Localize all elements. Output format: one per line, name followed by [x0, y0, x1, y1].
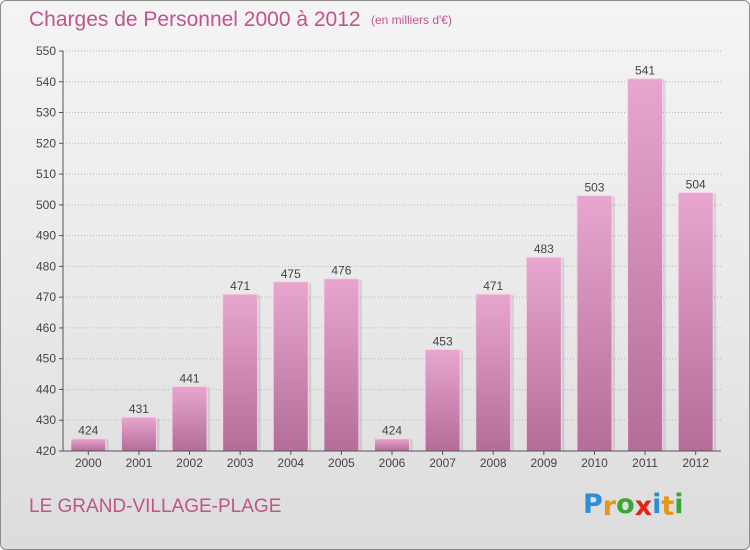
data-label: 476 — [331, 264, 351, 278]
logo-letter: r — [602, 491, 617, 522]
bar-2004 — [272, 281, 309, 452]
data-label: 431 — [129, 402, 149, 416]
y-tick-label: 540 — [36, 75, 56, 89]
y-tick-label: 480 — [36, 259, 56, 273]
x-tick-label: 2008 — [480, 456, 507, 470]
y-tick-label: 530 — [36, 106, 56, 120]
y-tick-label: 550 — [36, 44, 56, 58]
chart-subtitle: (en milliers d'€) — [371, 13, 452, 27]
data-label: 503 — [584, 181, 604, 195]
x-tick-label: 2002 — [176, 456, 203, 470]
data-label: 453 — [433, 334, 453, 348]
logo-letter: P — [583, 489, 603, 520]
bar-2000 — [70, 438, 107, 452]
bar-2002 — [171, 385, 208, 452]
x-tick-label: 2006 — [379, 456, 406, 470]
data-label: 424 — [382, 424, 402, 438]
bar-2005 — [323, 278, 360, 452]
x-tick-label: 2012 — [682, 456, 709, 470]
x-tick-label: 2003 — [227, 456, 254, 470]
x-tick-label: 2000 — [75, 456, 102, 470]
bar-2001 — [120, 416, 157, 452]
place-name: LE GRAND-VILLAGE-PLAGE — [29, 496, 282, 517]
chart-title: Charges de Personnel 2000 à 2012 — [29, 8, 361, 31]
x-tick-label: 2004 — [277, 456, 304, 470]
bar-2012 — [677, 192, 714, 452]
data-label: 475 — [281, 267, 301, 281]
proxiti-logo[interactable]: Proxiti — [583, 489, 684, 522]
data-label: 483 — [534, 242, 554, 256]
x-tick-label: 2009 — [530, 456, 557, 470]
y-tick-label: 510 — [36, 167, 56, 181]
y-tick-label: 430 — [36, 413, 56, 427]
bar-2006 — [374, 438, 410, 452]
bar-2007 — [424, 348, 461, 452]
y-tick-label: 440 — [36, 382, 56, 396]
bar-2010 — [576, 195, 613, 452]
bar-2009 — [525, 256, 562, 452]
data-label: 441 — [180, 371, 200, 385]
x-tick-label: 2001 — [126, 456, 153, 470]
y-tick-label: 470 — [36, 290, 56, 304]
logo-letter: i — [674, 489, 684, 520]
x-tick-label: 2011 — [632, 456, 658, 470]
y-tick-label: 450 — [36, 352, 56, 366]
bar-2011 — [627, 78, 664, 452]
y-tick-label: 490 — [36, 229, 56, 243]
y-tick-label: 420 — [36, 444, 56, 458]
bar-2003 — [222, 293, 259, 452]
y-tick-label: 460 — [36, 321, 56, 335]
data-label: 471 — [483, 279, 503, 293]
y-tick-label: 500 — [36, 198, 56, 212]
logo-letter: x — [634, 491, 653, 522]
logo-letter: i — [652, 489, 662, 520]
logo-letter: o — [616, 489, 635, 520]
y-tick-label: 520 — [36, 136, 56, 150]
data-label: 424 — [78, 424, 98, 438]
logo-letter: t — [661, 491, 675, 522]
x-tick-label: 2005 — [328, 456, 355, 470]
x-tick-label: 2007 — [429, 456, 456, 470]
x-tick-label: 2010 — [581, 456, 608, 470]
data-label: 471 — [230, 279, 250, 293]
bar-2008 — [475, 293, 512, 452]
data-label: 504 — [686, 178, 706, 192]
data-label: 541 — [635, 64, 655, 78]
